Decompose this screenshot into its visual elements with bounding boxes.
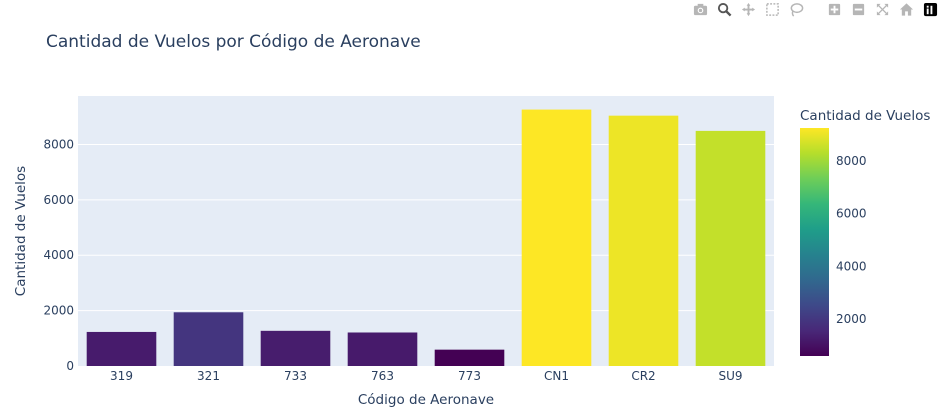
- bar-773[interactable]: [434, 349, 505, 366]
- x-axis-title: Código de Aeronave: [358, 392, 494, 408]
- x-tick-label: CR2: [631, 369, 655, 383]
- home-icon[interactable]: [896, 0, 916, 18]
- colorbar-tick-label: 6000: [836, 207, 867, 221]
- colorbar-tick-label: 8000: [836, 154, 867, 168]
- y-tick-label: 4000: [43, 248, 74, 262]
- bar-763[interactable]: [347, 332, 418, 366]
- colorbar-ticks: 2000 4000 6000 8000: [836, 154, 867, 326]
- y-axis-ticks: 0 2000 4000 6000 8000: [43, 137, 74, 373]
- bar-CN1[interactable]: [521, 109, 592, 367]
- plotly-logo-icon[interactable]: [920, 0, 940, 18]
- pan-icon[interactable]: [738, 0, 758, 18]
- y-axis-title: Cantidad de Vuelos: [13, 166, 29, 296]
- y-tick-label: 0: [66, 359, 74, 373]
- box-select-icon[interactable]: [762, 0, 782, 18]
- y-tick-label: 6000: [43, 193, 74, 207]
- x-tick-label: 773: [458, 369, 481, 383]
- y-tick-label: 8000: [43, 137, 74, 151]
- zoom-out-icon[interactable]: [848, 0, 868, 18]
- bars: [86, 109, 766, 367]
- bar-SU9[interactable]: [695, 130, 766, 366]
- colorbar-title: Cantidad de Vuelos: [800, 108, 930, 124]
- x-tick-label: 321: [197, 369, 220, 383]
- x-tick-label: 733: [284, 369, 307, 383]
- bar-319[interactable]: [86, 331, 157, 366]
- colorbar-tick-label: 4000: [836, 259, 867, 273]
- x-tick-label: 319: [110, 369, 133, 383]
- chart-title: Cantidad de Vuelos por Código de Aeronav…: [46, 32, 421, 52]
- bar-733[interactable]: [260, 330, 331, 366]
- autoscale-icon[interactable]: [872, 0, 892, 18]
- lasso-icon[interactable]: [786, 0, 806, 18]
- bar-321[interactable]: [173, 312, 244, 366]
- camera-icon[interactable]: [690, 0, 710, 18]
- x-tick-label: CN1: [544, 369, 569, 383]
- x-axis-ticks: 319 321 733 763 773 CN1 CR2 SU9: [110, 369, 742, 383]
- bar-CR2[interactable]: [608, 115, 679, 367]
- colorbar: [800, 128, 829, 356]
- modebar: [690, 0, 942, 18]
- zoom-icon[interactable]: [714, 0, 734, 18]
- y-tick-label: 2000: [43, 304, 74, 318]
- colorbar-tick-label: 2000: [836, 312, 867, 326]
- x-tick-label: SU9: [718, 369, 742, 383]
- zoom-in-icon[interactable]: [824, 0, 844, 18]
- x-tick-label: 763: [371, 369, 394, 383]
